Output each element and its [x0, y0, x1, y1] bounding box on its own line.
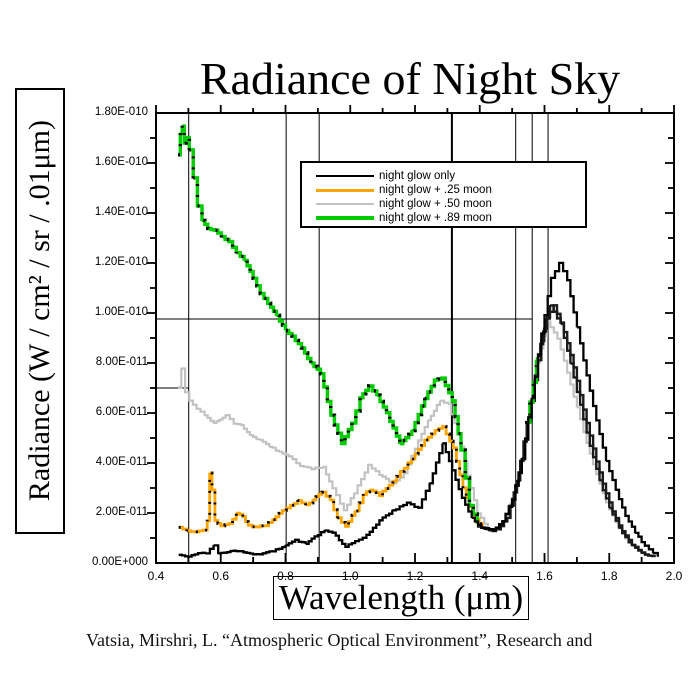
legend: night glow only night glow + .25 moon nigh… [300, 161, 587, 228]
y-tick-label: 1.80E-010 [94, 106, 148, 118]
legend-item: night glow only [302, 169, 585, 183]
legend-label: night glow only [379, 170, 456, 182]
legend-label: night glow + .50 moon [379, 198, 492, 210]
y-tick-label: 1.20E-010 [94, 256, 148, 268]
y-tick-label: 6.00E-011 [95, 406, 148, 418]
curve-night-glow-25-moon [178, 425, 485, 534]
x-tick-label: 0.6 [212, 569, 230, 583]
legend-line-sample [316, 188, 374, 192]
y-tick-label: 1.00E-010 [94, 306, 148, 318]
legend-line-sample [316, 174, 374, 178]
x-axis-label-box: Wavelength (μm) [273, 576, 529, 620]
legend-item: night glow + .25 moon [302, 183, 585, 197]
y-tick-label: 2.00E-011 [95, 506, 148, 518]
legend-line-sample [316, 202, 374, 206]
y-tick-label: 1.60E-010 [94, 156, 148, 168]
x-tick-label: 1.6 [536, 569, 553, 583]
y-tick-label: 0.00E+000 [92, 556, 148, 568]
citation: Vatsia, Mirshri, L. “Atmospheric Optical… [86, 630, 593, 650]
x-tick-label: 1.8 [600, 569, 618, 583]
x-tick-label: 2.0 [665, 569, 683, 583]
legend-label: night glow + .89 moon [379, 212, 492, 224]
y-tick-label: 4.00E-011 [95, 456, 148, 468]
curve-night-glow-50-moon [178, 320, 654, 558]
legend-item: night glow + .89 moon [302, 211, 585, 225]
curve-night-glow-25-moon-fleck [178, 425, 485, 534]
curve-night-glow-89-moon-fleck [178, 124, 479, 524]
chart-title: Radiance of Night Sky [199, 53, 621, 104]
x-axis-label: Wavelength (μm) [278, 578, 524, 617]
x-tick-label: 0.4 [147, 569, 165, 583]
curve-night-glow-89-moon-converged [537, 304, 650, 556]
legend-item: night glow + .50 moon [302, 197, 585, 211]
curve-night-glow-only [178, 261, 659, 558]
legend-line-sample [316, 216, 374, 220]
legend-label: night glow + .25 moon [379, 184, 492, 196]
y-tick-label: 1.40E-010 [94, 206, 148, 218]
y-tick-label: 8.00E-011 [95, 356, 148, 368]
curve-night-glow-89-moon-fleck [525, 357, 540, 424]
y-axis-label-box: Radiance (W / cm² / sr / .01μm) [15, 88, 65, 534]
